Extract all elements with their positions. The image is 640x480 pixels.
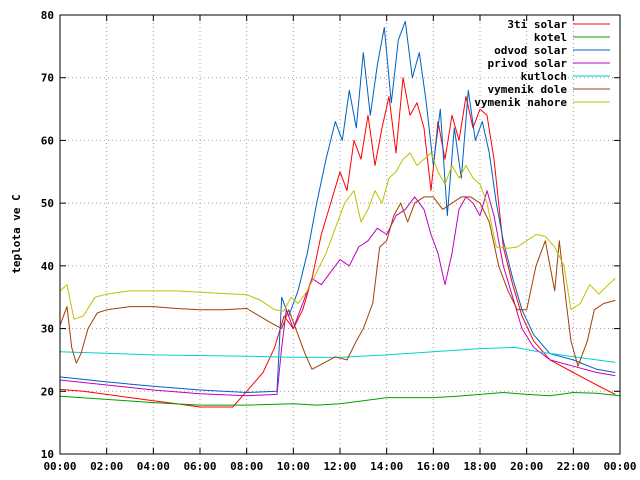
x-tick-label: 06:00	[183, 460, 216, 473]
y-tick-label: 80	[41, 9, 54, 22]
plot-frame	[59, 14, 621, 455]
series-line-kutloch	[59, 346, 616, 363]
legend-label: kotel	[534, 31, 567, 44]
y-tick-label: 70	[41, 72, 54, 85]
x-tick-label: 16:00	[417, 460, 450, 473]
x-tick-label: 20:00	[510, 460, 543, 473]
series-line-privod-solar	[59, 190, 616, 397]
x-tick-label: 00:00	[43, 460, 76, 473]
legend-label: kutloch	[521, 70, 567, 83]
x-tick-label: 12:00	[323, 460, 356, 473]
y-tick-label: 10	[41, 448, 54, 461]
x-tick-label: 18:00	[463, 460, 496, 473]
y-tick-label: 50	[41, 197, 54, 210]
x-tick-label: 22:00	[557, 460, 590, 473]
series-lines	[59, 20, 621, 408]
legend-label: vymenik nahore	[474, 96, 567, 109]
x-tick-label: 14:00	[370, 460, 403, 473]
series-line-kotel	[59, 392, 621, 406]
x-tick-label: 10:00	[277, 460, 310, 473]
x-tick-label: 04:00	[137, 460, 170, 473]
y-axis-ticks: 10 20 30 40 50 60 70 80	[41, 9, 620, 461]
x-tick-label: 08:00	[230, 460, 263, 473]
x-tick-label: 00:00	[603, 460, 636, 473]
y-tick-label: 30	[41, 323, 54, 336]
x-axis-ticks: 00:00 02:00 04:00 06:00 08:00 10:00 12:00 14:00…	[43, 15, 637, 473]
x-tick-label: 02:00	[90, 460, 123, 473]
y-tick-label: 20	[41, 385, 54, 398]
legend-label: odvod solar	[494, 44, 567, 57]
legend-label: privod solar	[488, 57, 568, 70]
series-line-vymenik-nahore	[59, 152, 616, 320]
series-line-odvod-solar	[59, 20, 616, 393]
legend-label: 3ti solar	[507, 18, 567, 31]
series-line-3ti-solar	[59, 77, 616, 408]
legend-label: vymenik dole	[488, 83, 568, 96]
grid	[60, 15, 620, 454]
series-line-vymenik-dole	[59, 196, 616, 370]
y-tick-label: 40	[41, 260, 54, 273]
y-tick-label: 60	[41, 134, 54, 147]
y-axis-label: teplota ve C	[10, 194, 23, 273]
